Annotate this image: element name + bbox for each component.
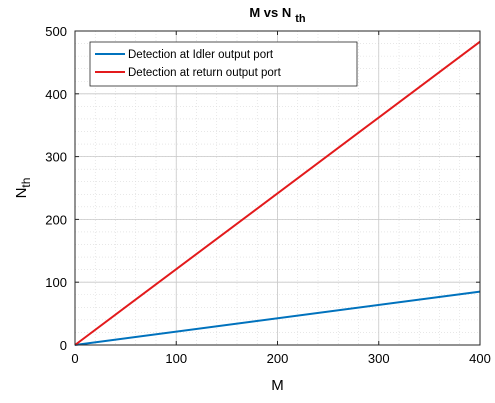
y-axis-label-subscript: th <box>19 178 33 188</box>
y-axis-label: Nth <box>13 178 33 199</box>
series-line-1 <box>74 40 481 346</box>
x-tick-label: 400 <box>469 351 491 366</box>
legend-box <box>89 41 358 87</box>
chart-title-subscript: th <box>295 13 306 25</box>
legend: Detection at Idler output port Detection… <box>89 41 358 87</box>
y-tick-label: 0 <box>60 338 67 353</box>
x-tick-label: 100 <box>165 351 187 366</box>
legend-label-return: Detection at return output port <box>128 67 282 79</box>
y-tick-label: 100 <box>45 275 67 290</box>
y-tick-label: 300 <box>45 150 67 165</box>
y-axis-label-main: N <box>13 188 30 199</box>
y-tick-label: 400 <box>45 87 67 102</box>
x-tick-label: 300 <box>368 351 390 366</box>
x-tick-label: 200 <box>267 351 289 366</box>
x-tick-label: 0 <box>71 351 78 366</box>
y-tick-label: 500 <box>45 24 67 39</box>
legend-label-idler: Detection at Idler output port <box>128 49 274 61</box>
x-axis-label: M <box>271 377 284 394</box>
chart-title: M vs N th <box>249 5 306 25</box>
series-line-0 <box>74 290 481 346</box>
ticks-layer: 0 100 200 300 400 0 100 200 300 400 500 <box>45 24 491 366</box>
chart-title-main: M vs N <box>249 5 291 20</box>
y-tick-label: 200 <box>45 212 67 227</box>
series-layer <box>74 40 481 346</box>
